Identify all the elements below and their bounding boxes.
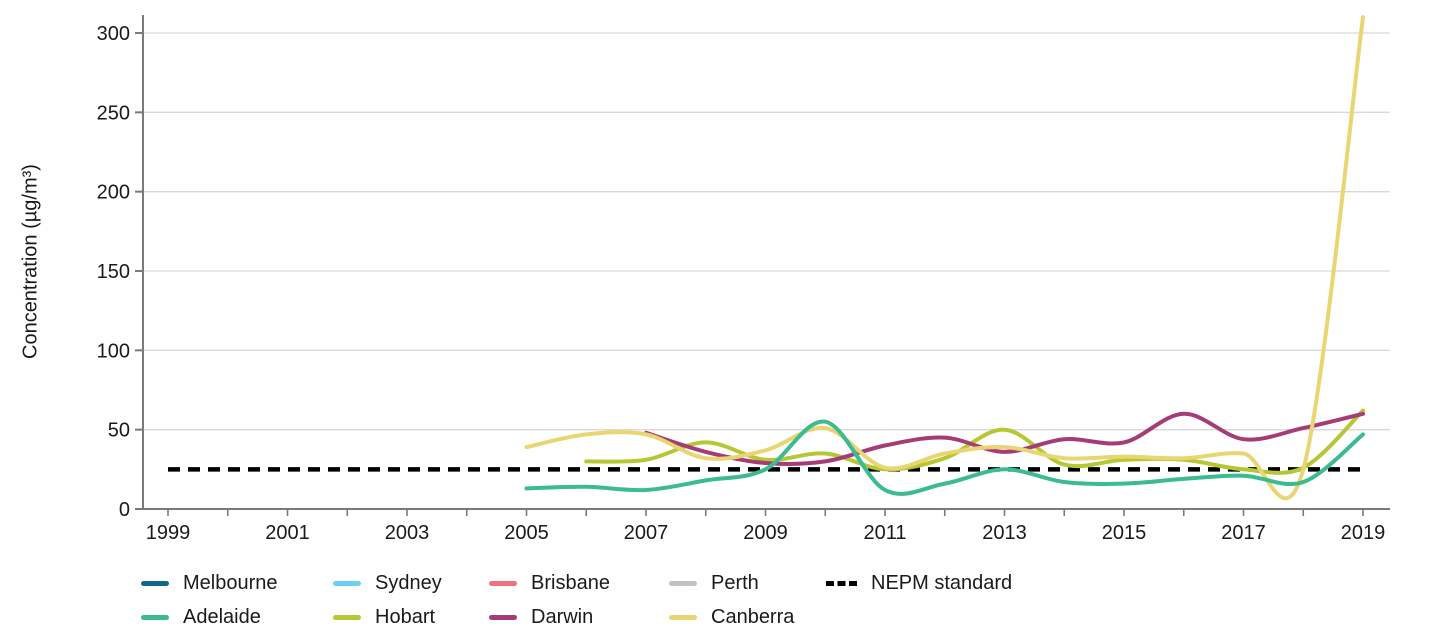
legend-item-melbourne: Melbourne [141,573,333,593]
legend-swatch-melbourne [141,580,169,586]
y-tick-label: 50 [108,420,130,442]
x-tick-label: 2017 [1221,522,1266,544]
legend-label: NEPM standard [871,572,1013,594]
legend-label: Sydney [375,572,442,594]
line-chart: 0 50 100 150 200 250 300 1999 2001 2003 2005 2007 20… [97,15,1390,544]
legend-item-canberra: Canberra [669,607,826,627]
x-tick-label: 1999 [146,522,191,544]
legend-label: Perth [711,572,759,594]
x-tick-label: 2005 [504,522,549,544]
x-tick-label: 2013 [982,522,1027,544]
y-tick-label: 250 [97,102,130,124]
axis-lines [142,15,1390,510]
legend: Melbourne Sydney Brisbane Perth NEPM standar… [141,566,1126,634]
legend-label: Hobart [375,606,436,628]
x-tick-label: 2001 [265,522,310,544]
legend-swatch-adelaide [141,614,169,620]
legend-item-darwin: Darwin [489,607,669,627]
y-tick-label: 300 [97,23,130,45]
legend-label: Adelaide [183,606,261,628]
x-tick-label: 2003 [385,522,430,544]
x-axis-ticks: 1999 2001 2003 2005 2007 2009 2011 2013 2015 2017… [146,509,1386,544]
series-line-darwin [644,411,1365,466]
legend-item-sydney: Sydney [333,573,489,593]
y-tick-label: 100 [97,340,130,362]
legend-swatch-sydney [333,580,361,586]
series-line-canberra [524,15,1365,501]
x-tick-label: 2007 [624,522,669,544]
legend-swatch-darwin [489,614,517,620]
legend-label: Melbourne [183,572,278,594]
legend-item-nepm-standard: NEPM standard [826,573,1126,593]
legend-label: Canberra [711,606,795,628]
x-tick-label: 2015 [1102,522,1147,544]
legend-label: Brisbane [531,572,610,594]
legend-swatch-nepm-standard [826,580,857,586]
legend-label: Darwin [531,606,594,628]
x-tick-label: 2019 [1341,522,1386,544]
y-tick-label: 200 [97,182,130,204]
x-tick-label: 2009 [743,522,788,544]
series-line-hobart [584,408,1365,475]
y-tick-label: 0 [119,499,130,521]
x-tick-label: 2011 [863,522,906,544]
legend-swatch-hobart [333,614,361,620]
legend-item-hobart: Hobart [333,607,489,627]
legend-swatch-perth [669,580,697,586]
legend-item-adelaide: Adelaide [141,607,333,627]
y-tick-label: 150 [97,261,130,283]
series-lines [524,15,1365,501]
y-gridlines [143,32,1390,431]
y-axis-ticks: 0 50 100 150 200 250 300 [97,23,143,521]
legend-item-brisbane: Brisbane [489,573,669,593]
series-line-adelaide [524,419,1365,496]
legend-item-perth: Perth [669,573,826,593]
legend-swatch-brisbane [489,580,517,586]
legend-swatch-canberra [669,614,697,620]
